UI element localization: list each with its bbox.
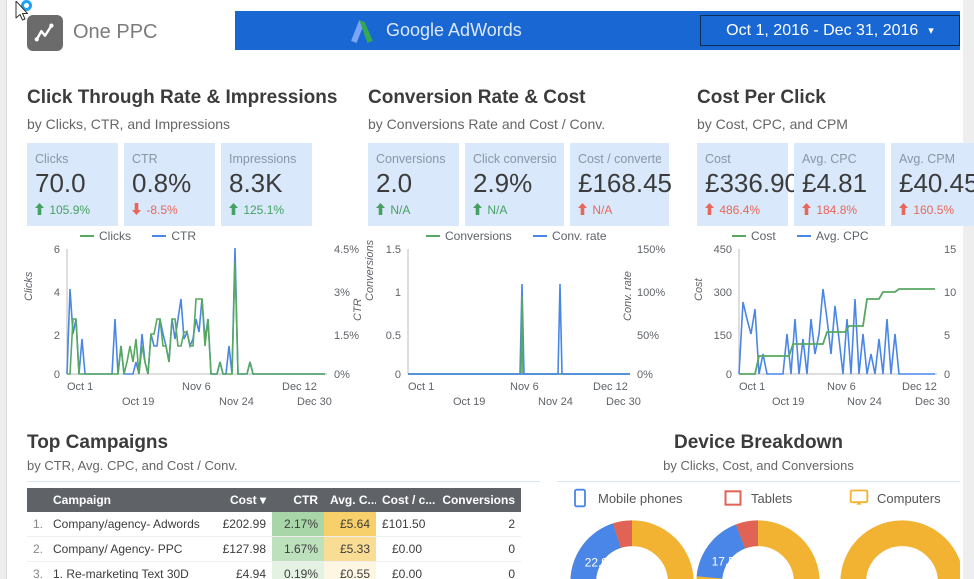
svg-text:Nov 6: Nov 6 [510, 381, 539, 393]
svg-text:3%: 3% [334, 287, 350, 299]
svg-text:Oct 1: Oct 1 [739, 381, 765, 393]
svg-text:150%: 150% [637, 244, 665, 256]
svg-text:10: 10 [944, 287, 956, 299]
svg-text:450: 450 [714, 244, 732, 256]
svg-text:Oct 19: Oct 19 [122, 396, 154, 408]
svg-text:0: 0 [726, 369, 732, 381]
svg-text:Dec 12: Dec 12 [282, 381, 317, 393]
svg-text:5: 5 [944, 330, 950, 342]
svg-text:Oct 19: Oct 19 [772, 396, 804, 408]
svg-text:Oct 1: Oct 1 [67, 381, 93, 393]
svg-text:150: 150 [714, 330, 732, 342]
svg-text:6: 6 [54, 244, 60, 256]
svg-text:Dec 30: Dec 30 [915, 396, 950, 408]
svg-text:Dec 12: Dec 12 [593, 381, 628, 393]
svg-text:Dec 30: Dec 30 [606, 396, 641, 408]
svg-text:0: 0 [944, 369, 950, 381]
svg-text:1: 1 [395, 287, 401, 299]
svg-text:Nov 6: Nov 6 [827, 381, 856, 393]
svg-text:Nov 6: Nov 6 [182, 381, 211, 393]
svg-text:2: 2 [54, 330, 60, 342]
svg-text:300: 300 [714, 287, 732, 299]
svg-text:Dec 30: Dec 30 [297, 396, 332, 408]
svg-text:0%: 0% [334, 369, 350, 381]
svg-text:1.5%: 1.5% [334, 330, 359, 342]
svg-text:Nov 24: Nov 24 [847, 396, 882, 408]
svg-text:Nov 24: Nov 24 [538, 396, 573, 408]
svg-text:Oct 19: Oct 19 [453, 396, 485, 408]
svg-text:1.5: 1.5 [386, 244, 401, 256]
svg-text:17.5%: 17.5% [712, 554, 746, 568]
svg-text:0: 0 [54, 369, 60, 381]
svg-text:Oct 1: Oct 1 [408, 381, 434, 393]
svg-text:0.5: 0.5 [386, 330, 401, 342]
svg-text:Dec 12: Dec 12 [902, 381, 937, 393]
svg-text:0: 0 [395, 369, 401, 381]
svg-text:Nov 24: Nov 24 [219, 396, 254, 408]
svg-text:0%: 0% [637, 369, 653, 381]
svg-text:15: 15 [944, 244, 956, 256]
svg-text:4.5%: 4.5% [334, 244, 359, 256]
svg-text:22.9%: 22.9% [585, 555, 619, 569]
svg-text:100%: 100% [637, 287, 665, 299]
svg-text:4: 4 [54, 287, 60, 299]
svg-text:50%: 50% [637, 330, 659, 342]
